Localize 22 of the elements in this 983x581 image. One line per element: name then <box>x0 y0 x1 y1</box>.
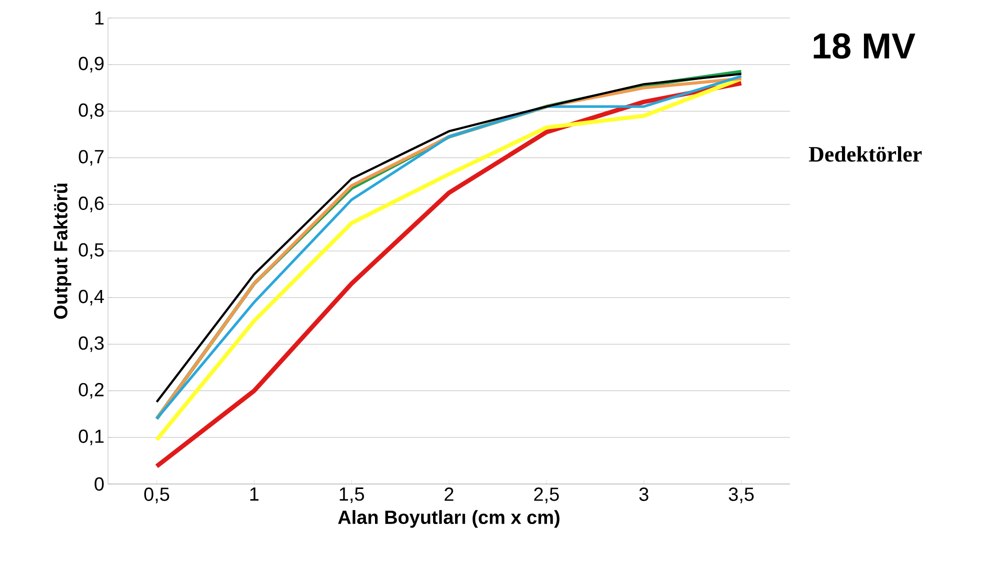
y-axis-title: Output Faktörü <box>53 184 72 319</box>
text: 18 MV <box>814 33 916 59</box>
y-tick-label: 0,2 <box>78 382 104 399</box>
y-tick-label: 0,7 <box>78 150 104 166</box>
y-tick-label: 0,9 <box>78 56 104 72</box>
x-tick-label: 1 <box>250 488 258 501</box>
legend-title: Dedektörler <box>808 146 922 162</box>
x-tick-label: 3 <box>639 488 648 501</box>
x-tick-label: 2,5 <box>534 488 559 504</box>
x-tick-label: 0,5 <box>144 488 170 504</box>
x-axis-title: Alan Boyutları (cm x cm) <box>338 510 560 528</box>
y-tick-label: 1 <box>95 11 104 25</box>
y-tick-label: 0,8 <box>78 103 104 120</box>
y-tick-label: 0,1 <box>78 430 104 446</box>
y-tick-label: 0,4 <box>78 290 104 306</box>
y-tick-label: 0,5 <box>78 243 104 259</box>
x-tick-label: 1,5 <box>340 488 364 504</box>
x-tick-label: 3,5 <box>728 488 754 504</box>
x-tick-label: 2 <box>444 488 454 501</box>
y-tick-label: 0,3 <box>78 336 104 352</box>
y-tick-label: 0,6 <box>78 196 104 212</box>
y-tick-label: 0 <box>94 477 104 491</box>
